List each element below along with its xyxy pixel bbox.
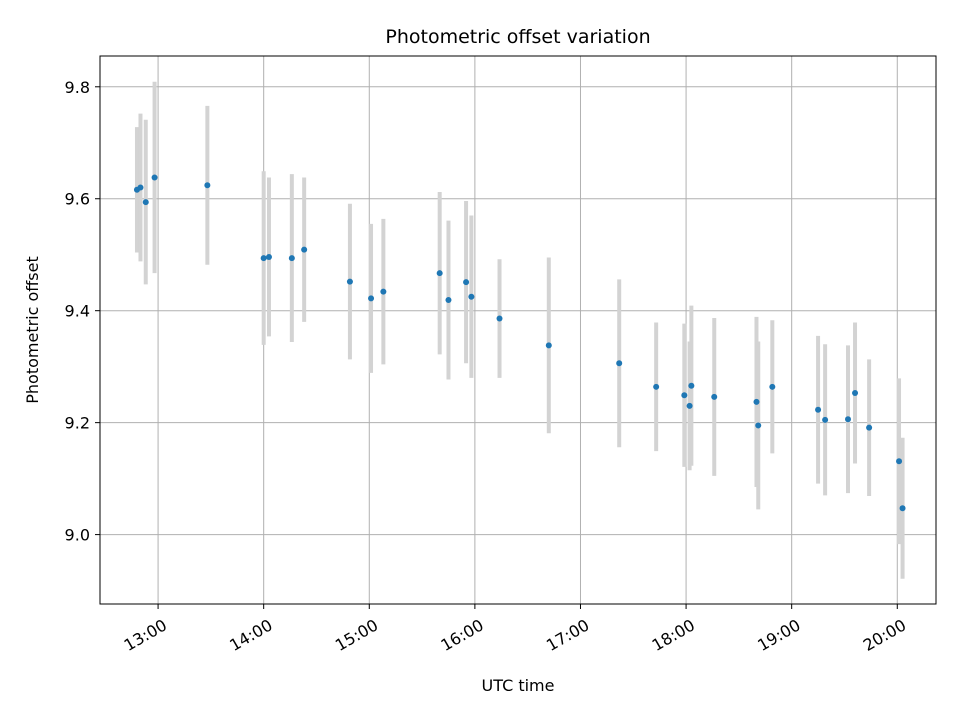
data-point xyxy=(545,342,552,349)
data-point xyxy=(653,383,660,390)
data-point xyxy=(711,393,718,400)
plot-frame xyxy=(99,55,937,605)
y-axis-label: Photometric offset xyxy=(23,256,42,404)
x-axis-label: UTC time xyxy=(482,676,555,695)
data-point xyxy=(368,295,375,302)
data-point xyxy=(845,416,851,423)
data-point xyxy=(769,383,776,390)
data-point xyxy=(496,315,503,322)
data-points xyxy=(133,174,906,512)
y-tick-label: 9.8 xyxy=(65,78,90,97)
data-point xyxy=(151,174,158,181)
data-point xyxy=(822,416,829,423)
data-point xyxy=(899,505,906,512)
data-point xyxy=(468,293,475,300)
data-point xyxy=(260,255,267,262)
chart-title: Photometric offset variation xyxy=(385,26,650,48)
data-point xyxy=(755,422,762,429)
y-axis-ticks: 9.0 9.2 9.4 9.6 9.8 xyxy=(65,78,100,545)
data-point xyxy=(463,279,470,286)
data-point xyxy=(852,389,859,396)
data-point xyxy=(436,270,443,277)
data-point xyxy=(681,392,688,399)
data-point xyxy=(142,199,149,206)
data-point xyxy=(815,406,822,413)
data-point xyxy=(616,360,623,367)
data-point xyxy=(896,458,903,465)
data-point xyxy=(265,253,272,260)
data-point xyxy=(137,184,144,191)
data-point xyxy=(445,297,452,304)
y-tick-label: 9.2 xyxy=(65,414,90,433)
y-tick-label: 9.0 xyxy=(65,526,90,545)
data-point xyxy=(688,382,695,389)
data-point xyxy=(753,398,760,405)
data-point xyxy=(288,255,295,262)
y-tick-label: 9.6 xyxy=(65,190,90,209)
data-point xyxy=(866,424,873,431)
data-point xyxy=(204,182,211,189)
y-tick-label: 9.4 xyxy=(65,302,90,321)
data-point xyxy=(380,288,387,295)
data-point xyxy=(301,246,308,253)
data-point xyxy=(686,402,693,409)
data-point xyxy=(346,278,353,285)
